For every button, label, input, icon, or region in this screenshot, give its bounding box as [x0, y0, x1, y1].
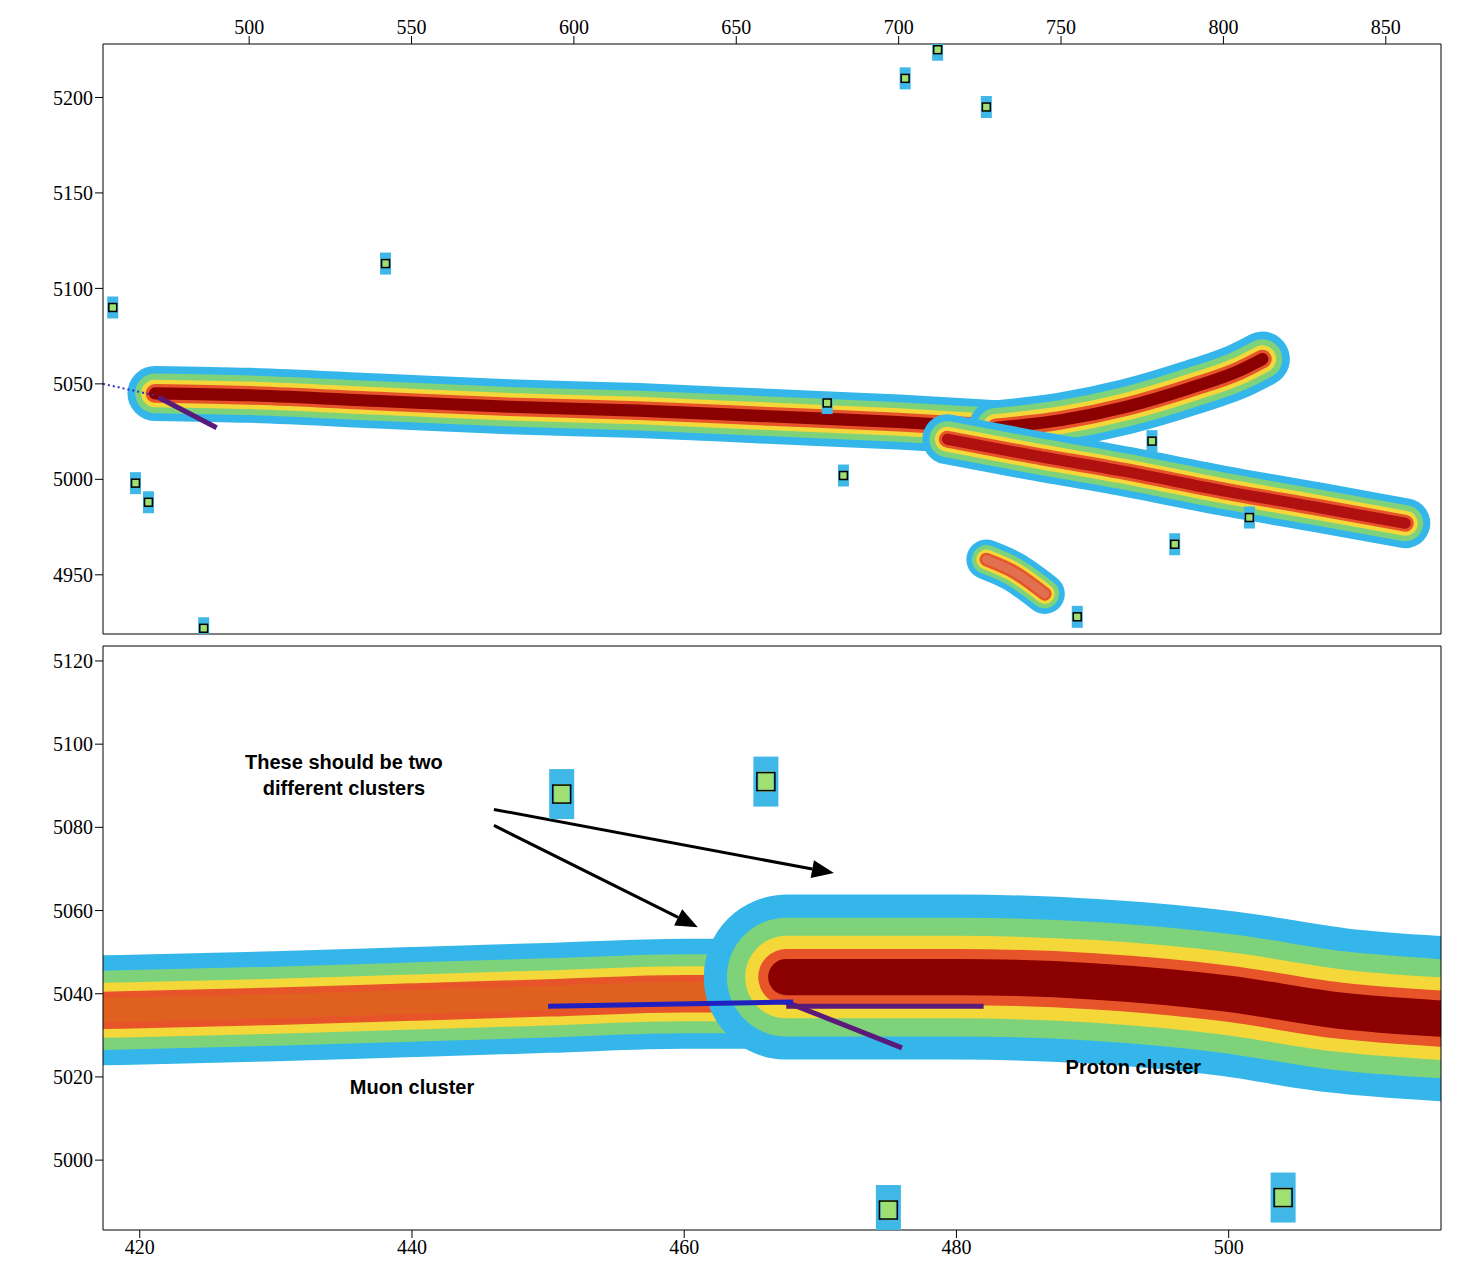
- svg-text:5150: 5150: [53, 182, 93, 204]
- svg-text:Muon cluster: Muon cluster: [350, 1077, 475, 1099]
- svg-text:500: 500: [234, 16, 264, 38]
- svg-text:650: 650: [721, 16, 751, 38]
- svg-text:850: 850: [1371, 16, 1401, 38]
- svg-text:600: 600: [559, 16, 589, 38]
- svg-text:Proton cluster: Proton cluster: [1066, 1056, 1202, 1078]
- svg-text:5100: 5100: [53, 278, 93, 300]
- svg-text:440: 440: [397, 1236, 427, 1258]
- svg-text:5050: 5050: [53, 373, 93, 395]
- svg-text:700: 700: [884, 16, 914, 38]
- svg-text:5080: 5080: [53, 816, 93, 838]
- svg-text:750: 750: [1046, 16, 1076, 38]
- svg-text:5120: 5120: [53, 650, 93, 672]
- svg-text:550: 550: [397, 16, 427, 38]
- svg-text:5040: 5040: [53, 983, 93, 1005]
- svg-text:4950: 4950: [53, 564, 93, 586]
- svg-text:800: 800: [1208, 16, 1238, 38]
- svg-text:500: 500: [1214, 1236, 1244, 1258]
- svg-text:5020: 5020: [53, 1066, 93, 1088]
- svg-text:480: 480: [941, 1236, 971, 1258]
- svg-text:5000: 5000: [53, 1149, 93, 1171]
- svg-text:These should be twodifferent c: These should be twodifferent clusters: [245, 752, 443, 800]
- svg-text:5100: 5100: [53, 733, 93, 755]
- svg-text:5200: 5200: [53, 87, 93, 109]
- svg-text:5000: 5000: [53, 468, 93, 490]
- svg-text:5060: 5060: [53, 900, 93, 922]
- svg-text:420: 420: [125, 1236, 155, 1258]
- svg-text:460: 460: [669, 1236, 699, 1258]
